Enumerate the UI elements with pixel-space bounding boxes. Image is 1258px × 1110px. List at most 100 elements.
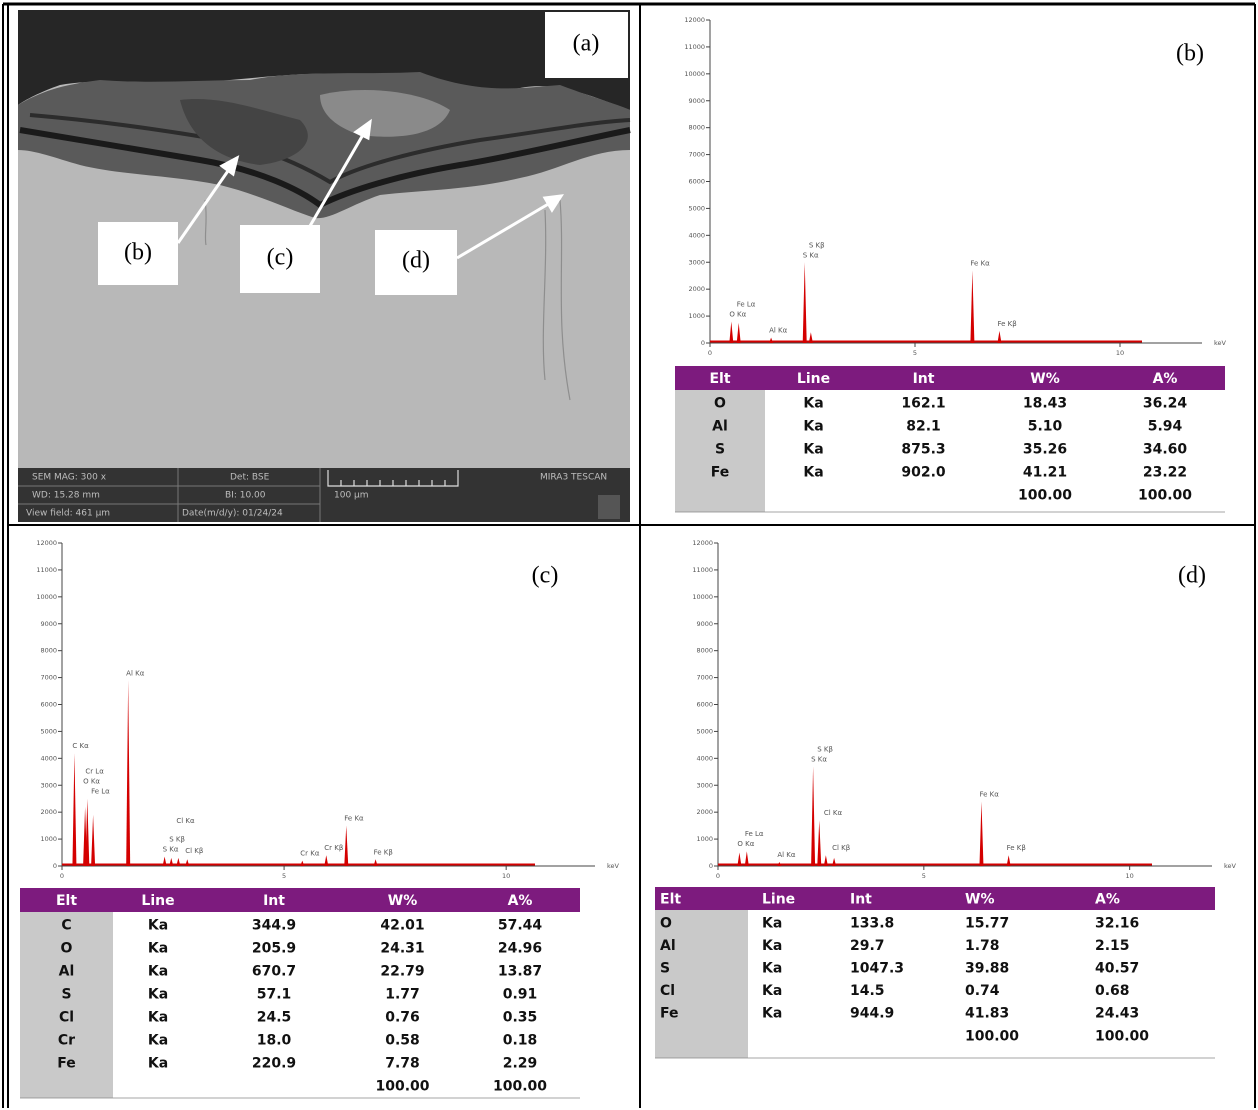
- x-tick-label: 5: [282, 872, 286, 880]
- table-cell: 40.57: [1095, 961, 1139, 977]
- panel-label: (d): [1178, 563, 1206, 589]
- y-tick-label: 6000: [40, 701, 57, 709]
- peak-label: Al Kα: [126, 669, 145, 677]
- y-tick-label: 11000: [692, 566, 713, 574]
- table-header-cell: A%: [1095, 892, 1120, 908]
- table-cell: Ka: [148, 987, 168, 1003]
- y-tick-label: 8000: [688, 124, 705, 132]
- table-cell: Ka: [148, 1056, 168, 1072]
- table-header-cell: W%: [388, 893, 417, 909]
- table-total-cell: 100.00: [1095, 1028, 1149, 1044]
- table-cell: Al: [59, 964, 75, 980]
- info-text: View field: 461 µm: [26, 509, 110, 519]
- sem-image: SEM MAG: 300 x Det: BSE WD: 15.28 mm BI:…: [18, 10, 630, 522]
- table-cell: 2.15: [1095, 938, 1130, 954]
- table-cell: 24.43: [1095, 1006, 1139, 1022]
- table-cell: Ka: [148, 1033, 168, 1049]
- x-tick-label: 5: [922, 872, 926, 880]
- table-total-cell: 100.00: [493, 1079, 547, 1095]
- table-cell: 18.0: [257, 1033, 292, 1049]
- y-tick-label: 0: [53, 862, 57, 870]
- table-cell: 22.79: [380, 964, 424, 980]
- table-header-cell: A%: [1153, 371, 1178, 387]
- x-unit: keV: [1224, 862, 1237, 870]
- table-cell: 0.74: [965, 983, 1000, 999]
- table-header: [20, 888, 580, 912]
- table-cell: Ka: [803, 442, 823, 458]
- table-cell: 1.78: [965, 938, 1000, 954]
- table-header: [675, 366, 1225, 390]
- table-cell: Ka: [803, 465, 823, 481]
- x-tick-label: 0: [60, 872, 64, 880]
- peak-label: O Kα: [737, 840, 754, 848]
- peak-label: Fe Kβ: [374, 848, 393, 856]
- table-cell: Ka: [762, 1006, 782, 1022]
- table-cell: S: [715, 442, 725, 458]
- table-cell: 0.91: [503, 987, 538, 1003]
- table-cell: Ka: [148, 964, 168, 980]
- table-header-cell: Line: [797, 371, 830, 387]
- table-cell: 0.35: [503, 1010, 538, 1026]
- table-cell: 36.24: [1143, 396, 1188, 412]
- y-tick-label: 9000: [688, 97, 705, 105]
- table-cell: Ka: [148, 918, 168, 934]
- y-tick-label: 10000: [36, 593, 57, 601]
- y-tick-label: 9000: [696, 620, 713, 628]
- y-tick-label: 2000: [696, 808, 713, 816]
- table-cell: 0.76: [385, 1010, 420, 1026]
- y-tick-label: 6000: [696, 701, 713, 709]
- table-cell: 5.94: [1148, 419, 1183, 435]
- table-cell: Al: [712, 419, 728, 435]
- table-cell: S: [61, 987, 71, 1003]
- table-cell: 18.43: [1023, 396, 1067, 412]
- y-tick-label: 10000: [692, 593, 713, 601]
- table-cell: 1047.3: [850, 961, 904, 977]
- table-header-cell: Elt: [709, 371, 730, 387]
- y-tick-label: 11000: [36, 566, 57, 574]
- y-tick-label: 3000: [688, 258, 705, 266]
- y-tick-label: 2000: [688, 285, 705, 293]
- peak-label: C Kα: [72, 742, 89, 750]
- peak-label: Al Kα: [769, 327, 788, 335]
- x-tick-label: 10: [1116, 349, 1124, 357]
- callout-label: (b): [124, 240, 152, 266]
- info-text: MIRA3 TESCAN: [540, 473, 607, 483]
- peak-label: S Kβ: [817, 745, 833, 753]
- x-unit: keV: [1214, 339, 1227, 347]
- table-cell: 14.5: [850, 983, 885, 999]
- table-cell: 344.9: [252, 918, 296, 934]
- table-cell: Al: [660, 938, 676, 954]
- table-cell: 57.44: [498, 918, 543, 934]
- x-tick-label: 5: [913, 349, 917, 357]
- table-header-cell: Int: [263, 893, 285, 909]
- table-header-cell: W%: [1030, 371, 1059, 387]
- table-cell: 23.22: [1143, 465, 1187, 481]
- table-cell: Ka: [803, 419, 823, 435]
- table-cell: 82.1: [906, 419, 941, 435]
- table-cell: Cr: [58, 1033, 75, 1049]
- peak-label: O Kα: [729, 310, 746, 318]
- peak-label: Fe Lα: [91, 788, 110, 796]
- peak-label: S Kα: [163, 846, 179, 854]
- x-unit: keV: [607, 862, 620, 870]
- table-cell: Ka: [148, 941, 168, 957]
- table-cell: 1.77: [385, 987, 420, 1003]
- table-cell: 32.16: [1095, 915, 1139, 931]
- y-tick-label: 0: [701, 339, 705, 347]
- peak-label: Cl Kα: [176, 817, 195, 825]
- figure: SEM MAG: 300 x Det: BSE WD: 15.28 mm BI:…: [0, 0, 1258, 1110]
- table-cell: O: [714, 396, 726, 412]
- table-cell: 24.31: [380, 941, 424, 957]
- table-cell: 57.1: [257, 987, 292, 1003]
- table-cell: 41.83: [965, 1006, 1009, 1022]
- y-tick-label: 7000: [688, 151, 705, 159]
- peak-label: Fe Kβ: [997, 320, 1016, 328]
- peak-label: Fe Kα: [344, 815, 364, 823]
- y-tick-label: 7000: [40, 674, 57, 682]
- table-cell: Cl: [660, 983, 675, 999]
- logo: [598, 495, 620, 519]
- table-cell: 5.10: [1028, 419, 1063, 435]
- table-cell: Ka: [762, 961, 782, 977]
- y-tick-label: 0: [709, 862, 713, 870]
- x-tick-label: 0: [716, 872, 720, 880]
